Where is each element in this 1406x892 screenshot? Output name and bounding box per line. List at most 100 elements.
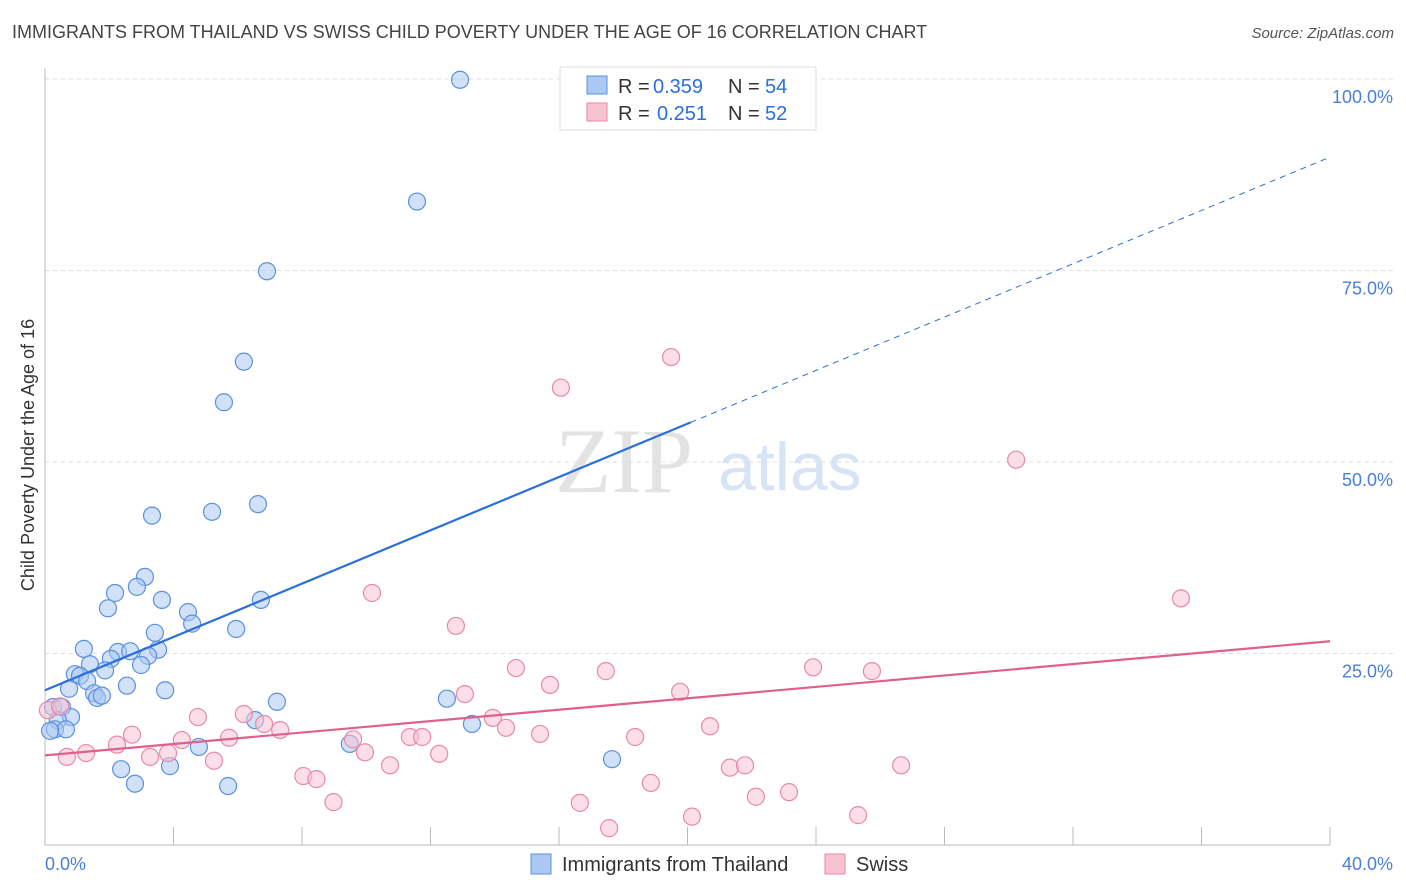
trend-line-extension [690,156,1331,423]
data-point-swiss [446,616,465,636]
data-point-thailand [602,750,622,769]
data-point-swiss [50,697,70,716]
top-legend: R = 0.359 N = 54 R = 0.251 N = 52 [559,66,817,131]
data-point-swiss [362,583,382,603]
data-point-swiss [1171,589,1191,608]
legend-label-swiss: Swiss [856,854,908,876]
data-point-thailand [462,714,482,734]
data-point-swiss [234,704,253,724]
data-point-swiss [671,682,690,701]
data-point-thailand [152,590,172,609]
data-point-thailand [74,639,93,659]
data-point-swiss [662,347,681,367]
data-point-thailand [131,655,151,675]
data-point-swiss [455,684,474,704]
data-point-swiss [483,708,502,727]
data-point-swiss [626,727,645,747]
data-point-swiss [700,717,720,736]
legend-r-value: 0.359 [653,76,703,98]
data-point-swiss [355,743,375,762]
y-axis-label: Child Poverty Under the Age of 16 [18,319,38,591]
data-point-swiss [204,751,224,770]
bottom-legend: Immigrants from Thailand Swiss [530,853,908,876]
data-point-swiss [324,793,343,812]
data-point-swiss [540,675,560,695]
legend-swatch-swiss [824,853,846,875]
data-point-thailand [125,774,145,793]
data-point-thailand [407,192,427,211]
data-point-swiss [862,662,881,681]
data-point-thailand [248,495,268,514]
data-point-swiss [140,747,160,767]
data-point-thailand [227,619,246,639]
y-tick-label: 25.0% [1342,662,1393,682]
data-point-thailand [219,776,238,796]
legend-label-thailand: Immigrants from Thailand [562,854,788,876]
data-point-swiss [735,756,755,775]
data-point-swiss [122,725,142,744]
legend-r-label: R = [618,103,650,125]
data-point-swiss [172,730,191,750]
data-point-swiss [380,756,400,775]
data-point-thailand [450,70,470,89]
legend-n-label: N = [728,103,760,125]
data-point-thailand [267,692,287,711]
legend-swatch-thailand [530,853,552,875]
data-point-swiss [804,658,823,677]
watermark-atlas: atlas [718,429,862,505]
y-tick-label: 50.0% [1342,470,1393,490]
data-point-swiss [682,807,702,826]
data-point-swiss [496,718,516,737]
data-point-swiss [57,747,76,767]
data-point-thailand [156,681,175,700]
legend-r-value: 0.251 [657,103,707,125]
watermark: ZIP [555,410,693,512]
data-point-thailand [145,623,164,642]
data-point-thailand [112,760,131,779]
data-point-swiss [596,662,616,681]
data-point-swiss [848,806,868,825]
data-point-thailand [41,721,60,740]
data-point-swiss [188,707,208,727]
data-point-thailand [257,262,277,281]
data-point-swiss [551,378,571,397]
data-point-swiss [254,714,274,734]
legend-n-value: 52 [765,103,787,125]
data-point-swiss [307,770,326,789]
data-point-swiss [570,793,589,812]
trend-line-swiss [44,640,1331,757]
data-point-swiss [530,724,550,744]
legend-n-label: N = [728,76,760,98]
source-label: Source: ZipAtlas.com [1251,25,1394,42]
data-point-swiss [343,730,363,749]
data-point-swiss [430,744,449,763]
data-point-swiss [779,783,799,802]
data-point-thailand [98,599,118,618]
legend-r-label: R = [618,76,650,98]
data-point-thailand [56,720,75,739]
y-tick-label: 100.0% [1332,87,1393,107]
data-point-thailand [127,577,146,596]
legend-n-value: 54 [765,76,787,98]
data-point-thailand [142,506,162,525]
trend-line-thailand [44,421,692,692]
data-point-swiss [720,758,740,777]
data-point-thailand [92,686,111,705]
data-point-swiss [746,787,766,806]
x-tick-max: 40.0% [1342,854,1393,874]
data-point-thailand [117,676,137,695]
x-tick-min: 0.0% [45,854,86,874]
data-point-thailand [234,352,253,371]
data-point-thailand [214,393,234,412]
data-point-swiss [413,727,432,747]
legend-swatch-swiss [586,102,608,122]
y-tick-label: 75.0% [1342,279,1393,299]
chart-title: IMMIGRANTS FROM THAILAND VS SWISS CHILD … [12,22,928,42]
data-point-swiss [1007,450,1026,469]
legend-swatch-thailand [586,75,608,95]
data-point-swiss [158,743,178,763]
data-point-thailand [202,502,222,521]
data-point-thailand [105,583,125,603]
data-point-thailand [437,689,456,708]
